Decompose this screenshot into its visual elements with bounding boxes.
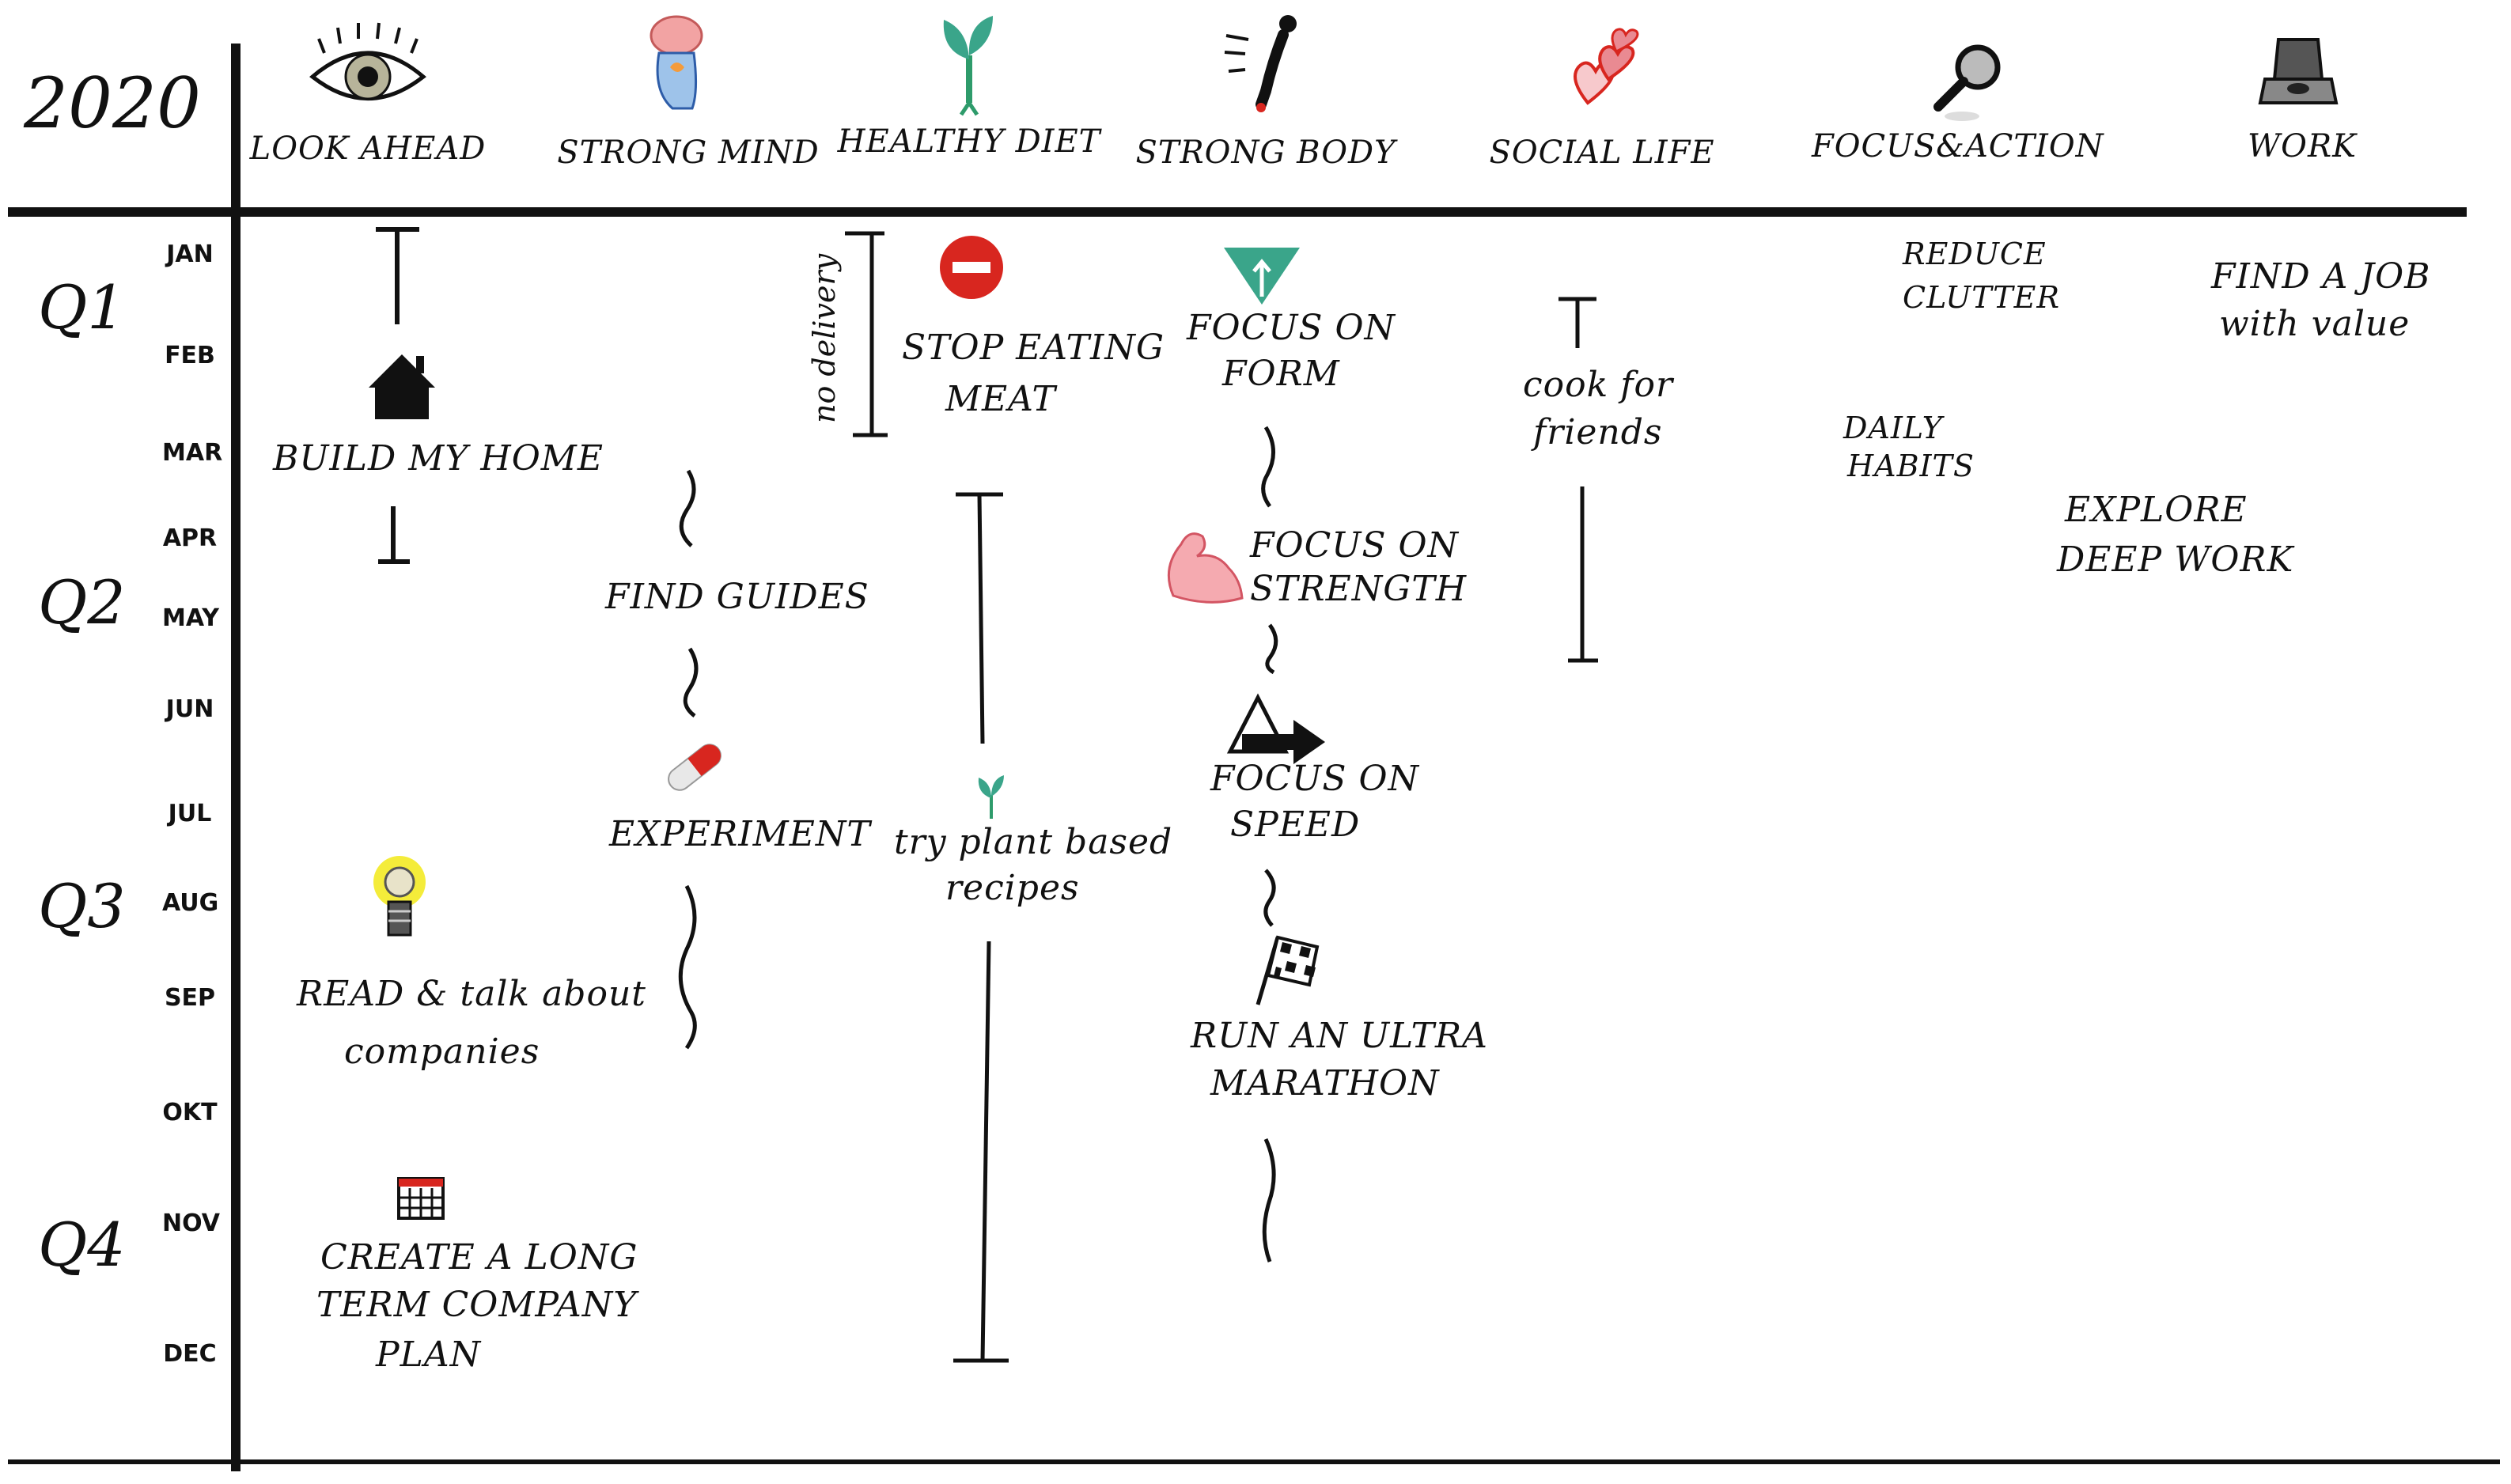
category-healthy-diet: HEALTHY DIET xyxy=(837,123,1101,160)
month-label: NOV xyxy=(162,1210,221,1237)
month-label: MAR xyxy=(162,439,223,467)
strong-mind-squiggles xyxy=(678,469,699,1050)
item-reduce-clutter-line1: REDUCE xyxy=(1903,237,2047,271)
hearts-icon xyxy=(1574,28,1639,105)
month-label: JAN xyxy=(166,240,214,268)
quarter-label-q1: Q1 xyxy=(38,272,126,343)
sprout-icon xyxy=(943,16,993,116)
year-label: 2020 xyxy=(24,62,201,144)
item-ultra-line2: MARATHON xyxy=(1210,1063,1440,1104)
triangle-up-icon xyxy=(1224,248,1300,305)
item-daily-habits-line1: DAILY xyxy=(1843,411,1943,445)
month-label: JUL xyxy=(168,800,212,827)
item-find-job-line1: FIND A JOB xyxy=(2211,256,2431,297)
strong-body-squiggles xyxy=(1261,426,1278,1263)
item-plan-line1: CREATE A LONG xyxy=(320,1237,638,1278)
cook-for-friends-span xyxy=(1558,297,1598,663)
meat-free-span xyxy=(953,492,1009,1363)
month-label: APR xyxy=(162,524,218,552)
quarter-label-q4: Q4 xyxy=(38,1210,126,1280)
item-read-talk-line1: READ & talk about xyxy=(297,974,646,1014)
item-reduce-clutter-line2: CLUTTER xyxy=(1903,280,2061,315)
no-delivery-span xyxy=(845,231,888,437)
item-build-my-home: BUILD MY HOME xyxy=(273,438,604,479)
checkered-flag-icon xyxy=(1256,935,1320,1005)
category-icons xyxy=(309,15,2339,121)
category-look-ahead: LOOK AHEAD xyxy=(249,131,487,167)
item-focus-speed-line2: SPEED xyxy=(1230,804,1361,845)
item-daily-habits-line2: HABITS xyxy=(1847,449,1975,483)
item-deep-work-line1: EXPLORE xyxy=(2065,490,2248,530)
item-focus-strength-line2: STRENGTH xyxy=(1250,569,1468,609)
laptop-icon xyxy=(2258,38,2339,104)
category-work: WORK xyxy=(2248,128,2357,165)
build-home-span xyxy=(376,227,419,564)
month-label: FEB xyxy=(165,342,215,369)
item-find-job-line2: with value xyxy=(2219,304,2411,344)
item-stop-meat-line1: STOP EATING xyxy=(902,327,1165,368)
quarter-label-q3: Q3 xyxy=(38,871,126,941)
item-focus-strength-line1: FOCUS ON xyxy=(1250,525,1460,566)
category-social-life: SOCIAL LIFE xyxy=(1489,134,1715,171)
eye-icon xyxy=(309,22,426,100)
item-focus-form-line1: FOCUS ON xyxy=(1187,308,1396,348)
pill-icon xyxy=(668,744,721,791)
item-cook-line1: cook for xyxy=(1523,365,1674,405)
magnifier-icon xyxy=(1933,44,2001,121)
item-deep-work-line2: DEEP WORK xyxy=(2057,539,2294,580)
brain-head-icon xyxy=(650,15,703,110)
item-plant-based-line1: try plant based xyxy=(894,822,1173,862)
item-no-delivery: no delivery xyxy=(807,253,842,423)
lightbulb-icon xyxy=(373,856,426,937)
arrow-triangle-icon xyxy=(1226,693,1325,764)
calendar-icon xyxy=(397,1177,445,1220)
category-strong-body: STRONG BODY xyxy=(1135,134,1396,171)
category-focus-action: FOCUS&ACTION xyxy=(1812,128,2104,165)
item-stop-meat-line2: MEAT xyxy=(945,379,1056,419)
item-focus-speed-line1: FOCUS ON xyxy=(1210,759,1420,799)
item-experiment: EXPERIMENT xyxy=(609,814,871,854)
item-cook-line2: friends xyxy=(1533,412,1663,452)
month-label: MAY xyxy=(162,604,219,632)
quarter-label-q2: Q2 xyxy=(38,567,126,638)
item-find-guides: FIND GUIDES xyxy=(605,577,869,617)
month-label: DEC xyxy=(163,1340,217,1368)
item-read-talk-line2: companies xyxy=(344,1032,540,1072)
item-plant-based-line2: recipes xyxy=(945,868,1080,908)
runner-icon xyxy=(1224,15,1297,112)
flexed-arm-icon xyxy=(1167,532,1244,604)
item-plan-line2: TERM COMPANY xyxy=(316,1285,638,1325)
category-strong-mind: STRONG MIND xyxy=(557,134,820,171)
no-entry-icon xyxy=(940,236,1003,299)
item-focus-form-line2: FORM xyxy=(1222,354,1340,394)
month-label: OKT xyxy=(162,1099,218,1126)
item-ultra-line1: RUN AN ULTRA xyxy=(1191,1016,1488,1056)
house-icon xyxy=(369,354,435,419)
item-plan-line3: PLAN xyxy=(376,1334,482,1375)
month-label: AUG xyxy=(162,889,219,917)
small-sprout-icon xyxy=(978,775,1004,819)
month-label: SEP xyxy=(164,984,216,1012)
month-label: JUN xyxy=(165,695,214,723)
